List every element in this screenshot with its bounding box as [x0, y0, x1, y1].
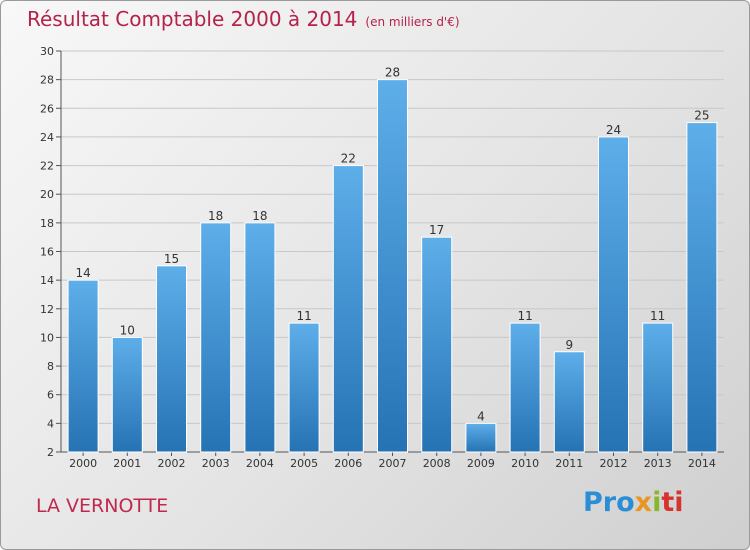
- bar-value-label: 11: [650, 309, 665, 323]
- chart-subtitle: (en milliers d'€): [365, 15, 460, 29]
- bar-2008: [421, 236, 453, 453]
- bar-2001: [111, 336, 143, 453]
- x-tick-label: 2002: [158, 457, 186, 470]
- x-tick-label: 2006: [334, 457, 362, 470]
- bar-value-label: 18: [208, 209, 223, 223]
- x-tick-label: 2007: [379, 457, 407, 470]
- y-tick-label: 14: [40, 274, 54, 287]
- bar-2010: [509, 322, 541, 453]
- x-tick-label: 2008: [423, 457, 451, 470]
- bar-2014: [686, 122, 718, 453]
- bar-2005: [288, 322, 320, 453]
- bar-value-label: 11: [517, 309, 532, 323]
- y-tick-label: 30: [40, 45, 54, 58]
- y-tick-label: 10: [40, 331, 54, 344]
- bar-value-label: 25: [694, 109, 709, 123]
- x-tick-label: 2014: [688, 457, 716, 470]
- y-tick-label: 2: [47, 446, 54, 459]
- bar-value-label: 18: [252, 209, 267, 223]
- x-tick-label: 2001: [113, 457, 141, 470]
- y-tick-label: 12: [40, 303, 54, 316]
- x-tick-label: 2012: [600, 457, 628, 470]
- bar-value-label: 15: [164, 252, 179, 266]
- x-tick-label: 2013: [644, 457, 672, 470]
- bar-value-label: 22: [341, 152, 356, 166]
- y-tick-label: 22: [40, 160, 54, 173]
- y-tick-label: 28: [40, 74, 54, 87]
- bar-2004: [244, 222, 276, 453]
- x-tick-label: 2011: [555, 457, 583, 470]
- x-tick-label: 2000: [69, 457, 97, 470]
- bar-2012: [598, 136, 629, 453]
- x-tick-label: 2003: [202, 457, 230, 470]
- bar-value-label: 28: [385, 66, 400, 80]
- y-tick-label: 20: [40, 188, 54, 201]
- bar-2002: [156, 265, 187, 453]
- y-tick-label: 18: [40, 217, 54, 230]
- proxiti-logo[interactable]: Proxiti: [583, 487, 684, 518]
- bar-value-label: 4: [477, 409, 485, 423]
- bar-2003: [200, 222, 232, 453]
- bar-2007: [377, 79, 408, 453]
- y-tick-label: 6: [47, 389, 54, 402]
- bar-2011: [553, 351, 585, 453]
- bar-value-label: 9: [565, 338, 573, 352]
- bar-value-label: 11: [296, 309, 311, 323]
- bar-value-label: 14: [75, 266, 90, 280]
- x-tick-label: 2004: [246, 457, 274, 470]
- bar-value-label: 17: [429, 223, 444, 237]
- bar-value-label: 24: [606, 123, 621, 137]
- bar-value-label: 10: [120, 323, 135, 337]
- y-tick-label: 24: [40, 131, 54, 144]
- x-tick-label: 2005: [290, 457, 318, 470]
- bar-2009: [465, 422, 497, 453]
- commune-name: LA VERNOTTE: [36, 495, 169, 517]
- y-tick-label: 4: [47, 417, 54, 430]
- bar-2006: [332, 165, 364, 453]
- chart-title-text: Résultat Comptable 2000 à 2014: [27, 7, 358, 31]
- y-tick-label: 16: [40, 246, 54, 259]
- y-tick-label: 26: [40, 102, 54, 115]
- bar-2000: [67, 279, 99, 453]
- x-tick-label: 2009: [467, 457, 495, 470]
- chart-title: Résultat Comptable 2000 à 2014 (en millie…: [27, 7, 460, 31]
- y-tick-label: 8: [47, 360, 54, 373]
- x-tick-label: 2010: [511, 457, 539, 470]
- bar-2013: [642, 322, 674, 453]
